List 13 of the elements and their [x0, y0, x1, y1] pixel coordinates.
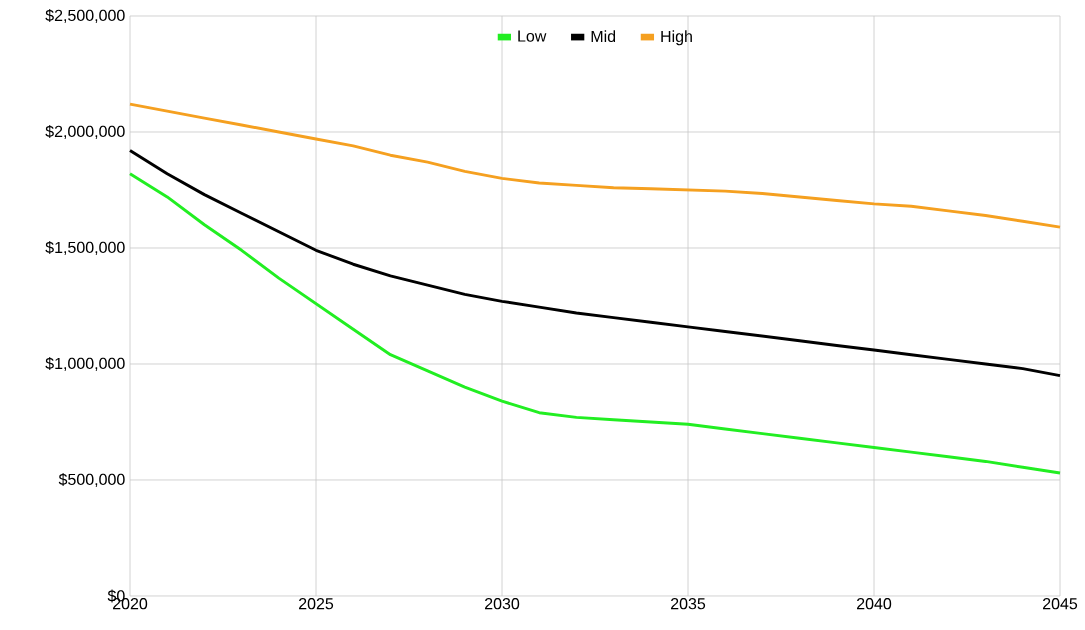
x-tick-label: 2030	[485, 598, 520, 610]
x-tick-label: 2025	[299, 598, 334, 610]
x-tick-label: 2040	[857, 598, 892, 610]
y-tick-label: $2,500,000	[45, 9, 125, 23]
y-tick-label: $2,000,000	[45, 125, 125, 139]
y-tick-label: $500,000	[58, 473, 125, 487]
y-tick-label: $1,500,000	[45, 241, 125, 255]
y-tick-label: $1,000,000	[45, 357, 125, 371]
legend-label: High	[661, 30, 692, 46]
legend-label: Mid	[591, 30, 616, 43]
legend-label: Low	[518, 30, 547, 42]
x-tick-label: 2045	[1043, 598, 1078, 610]
x-tick-label: 2035	[671, 598, 706, 610]
